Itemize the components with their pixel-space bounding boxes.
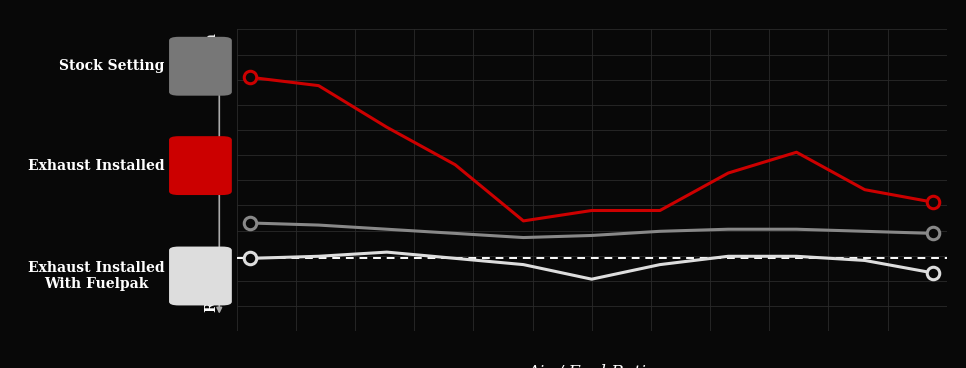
Text: Rich: Rich	[205, 277, 218, 312]
Text: Exhaust Installed: Exhaust Installed	[28, 159, 164, 173]
Text: Exhaust Installed
With Fuelpak: Exhaust Installed With Fuelpak	[28, 261, 164, 291]
Text: Air / Fuel Ratio: Air / Fuel Ratio	[527, 364, 656, 368]
Text: Lean: Lean	[205, 33, 218, 70]
Text: Stock Setting: Stock Setting	[59, 59, 164, 73]
